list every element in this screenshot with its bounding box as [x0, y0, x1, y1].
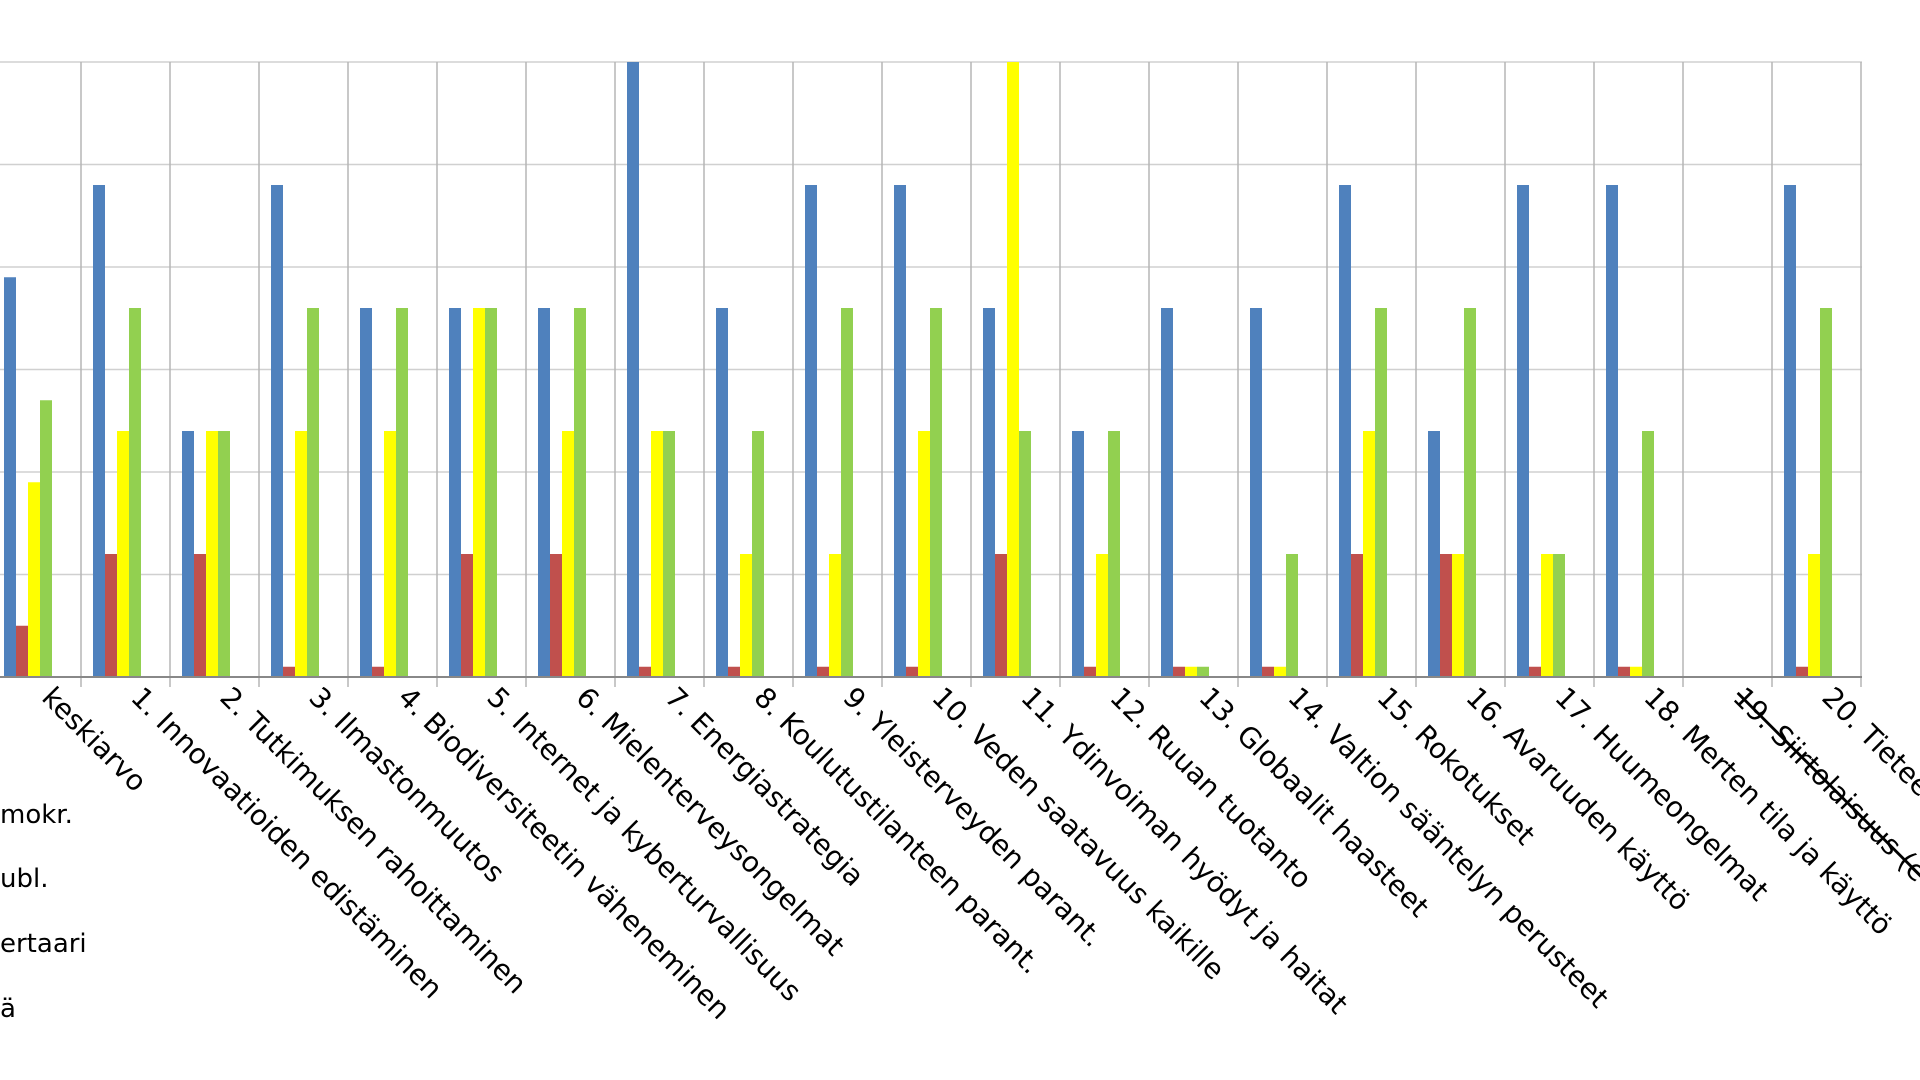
bar	[1286, 554, 1298, 677]
bar	[473, 308, 485, 677]
bar	[1796, 666, 1808, 677]
bar	[117, 431, 129, 677]
bar	[1464, 308, 1476, 677]
category-separators	[80, 62, 1862, 687]
bar	[1642, 431, 1654, 677]
bar	[461, 554, 473, 677]
category-label: 14. Valtion sääntelyn perusteet	[1282, 681, 1616, 1015]
bar	[1007, 62, 1019, 677]
bar	[538, 308, 550, 677]
bar	[1351, 554, 1363, 677]
bar	[129, 308, 141, 677]
category-label: 11. Ydinvoiman hyödyt ja haitat	[1015, 681, 1355, 1021]
bar	[396, 308, 408, 677]
bar	[574, 308, 586, 677]
bar	[40, 400, 52, 677]
bar	[716, 308, 728, 677]
bar	[384, 431, 396, 677]
bar	[1108, 431, 1120, 677]
bar	[194, 554, 206, 677]
bar	[1428, 431, 1440, 677]
bar	[16, 625, 28, 677]
bar	[841, 308, 853, 677]
bar	[105, 554, 117, 677]
bar	[1197, 666, 1209, 677]
bar	[1606, 185, 1618, 677]
bar	[817, 666, 829, 677]
bar	[639, 666, 651, 677]
category-label: 4. Biodiversiteetin väheneminen	[392, 681, 737, 1026]
bar	[4, 277, 16, 677]
bar	[206, 431, 218, 677]
bar	[1452, 554, 1464, 677]
bar	[182, 431, 194, 677]
bar	[1019, 431, 1031, 677]
bar	[983, 308, 995, 677]
bar	[894, 185, 906, 677]
bar	[218, 431, 230, 677]
bar	[1553, 554, 1565, 677]
bar	[1185, 666, 1197, 677]
bar	[485, 308, 497, 677]
bar	[1808, 554, 1820, 677]
bar	[283, 666, 295, 677]
bar	[651, 431, 663, 677]
bar	[449, 308, 461, 677]
bar	[740, 554, 752, 677]
legend: mokr. ubl. ertaari ä	[0, 800, 87, 1024]
bar	[627, 62, 639, 677]
bar	[1173, 666, 1185, 677]
bar	[663, 431, 675, 677]
bar	[1618, 666, 1630, 677]
bar	[1784, 185, 1796, 677]
legend-label: ertaari	[0, 929, 87, 959]
bar	[360, 308, 372, 677]
bar	[829, 554, 841, 677]
bar	[995, 554, 1007, 677]
bar	[728, 666, 740, 677]
bar	[1096, 554, 1108, 677]
bar	[93, 185, 105, 677]
bar	[550, 554, 562, 677]
bar	[918, 431, 930, 677]
bar	[752, 431, 764, 677]
bar	[906, 666, 918, 677]
category-label: 5. Internet ja kyberturvallisuus	[481, 681, 808, 1008]
bar	[1529, 666, 1541, 677]
bar	[307, 308, 319, 677]
bar	[805, 185, 817, 677]
bar	[1250, 308, 1262, 677]
bar	[1339, 185, 1351, 677]
bar	[1440, 554, 1452, 677]
bar	[930, 308, 942, 677]
bar	[372, 666, 384, 677]
bar	[1262, 666, 1274, 677]
bars	[4, 62, 1832, 677]
bar	[1630, 666, 1642, 677]
bar	[295, 431, 307, 677]
legend-label: ubl.	[0, 864, 48, 894]
bar	[1541, 554, 1553, 677]
category-label: 15. Rokotukset	[1371, 681, 1542, 852]
bar	[1161, 308, 1173, 677]
legend-label: ä	[0, 994, 16, 1024]
bar	[562, 431, 574, 677]
bar	[1517, 185, 1529, 677]
bar	[1375, 308, 1387, 677]
bar	[271, 185, 283, 677]
bar	[1072, 431, 1084, 677]
bar	[1084, 666, 1096, 677]
bar	[1820, 308, 1832, 677]
bar	[1274, 666, 1286, 677]
bar	[1363, 431, 1375, 677]
legend-label: mokr.	[0, 800, 73, 830]
bar	[28, 482, 40, 677]
